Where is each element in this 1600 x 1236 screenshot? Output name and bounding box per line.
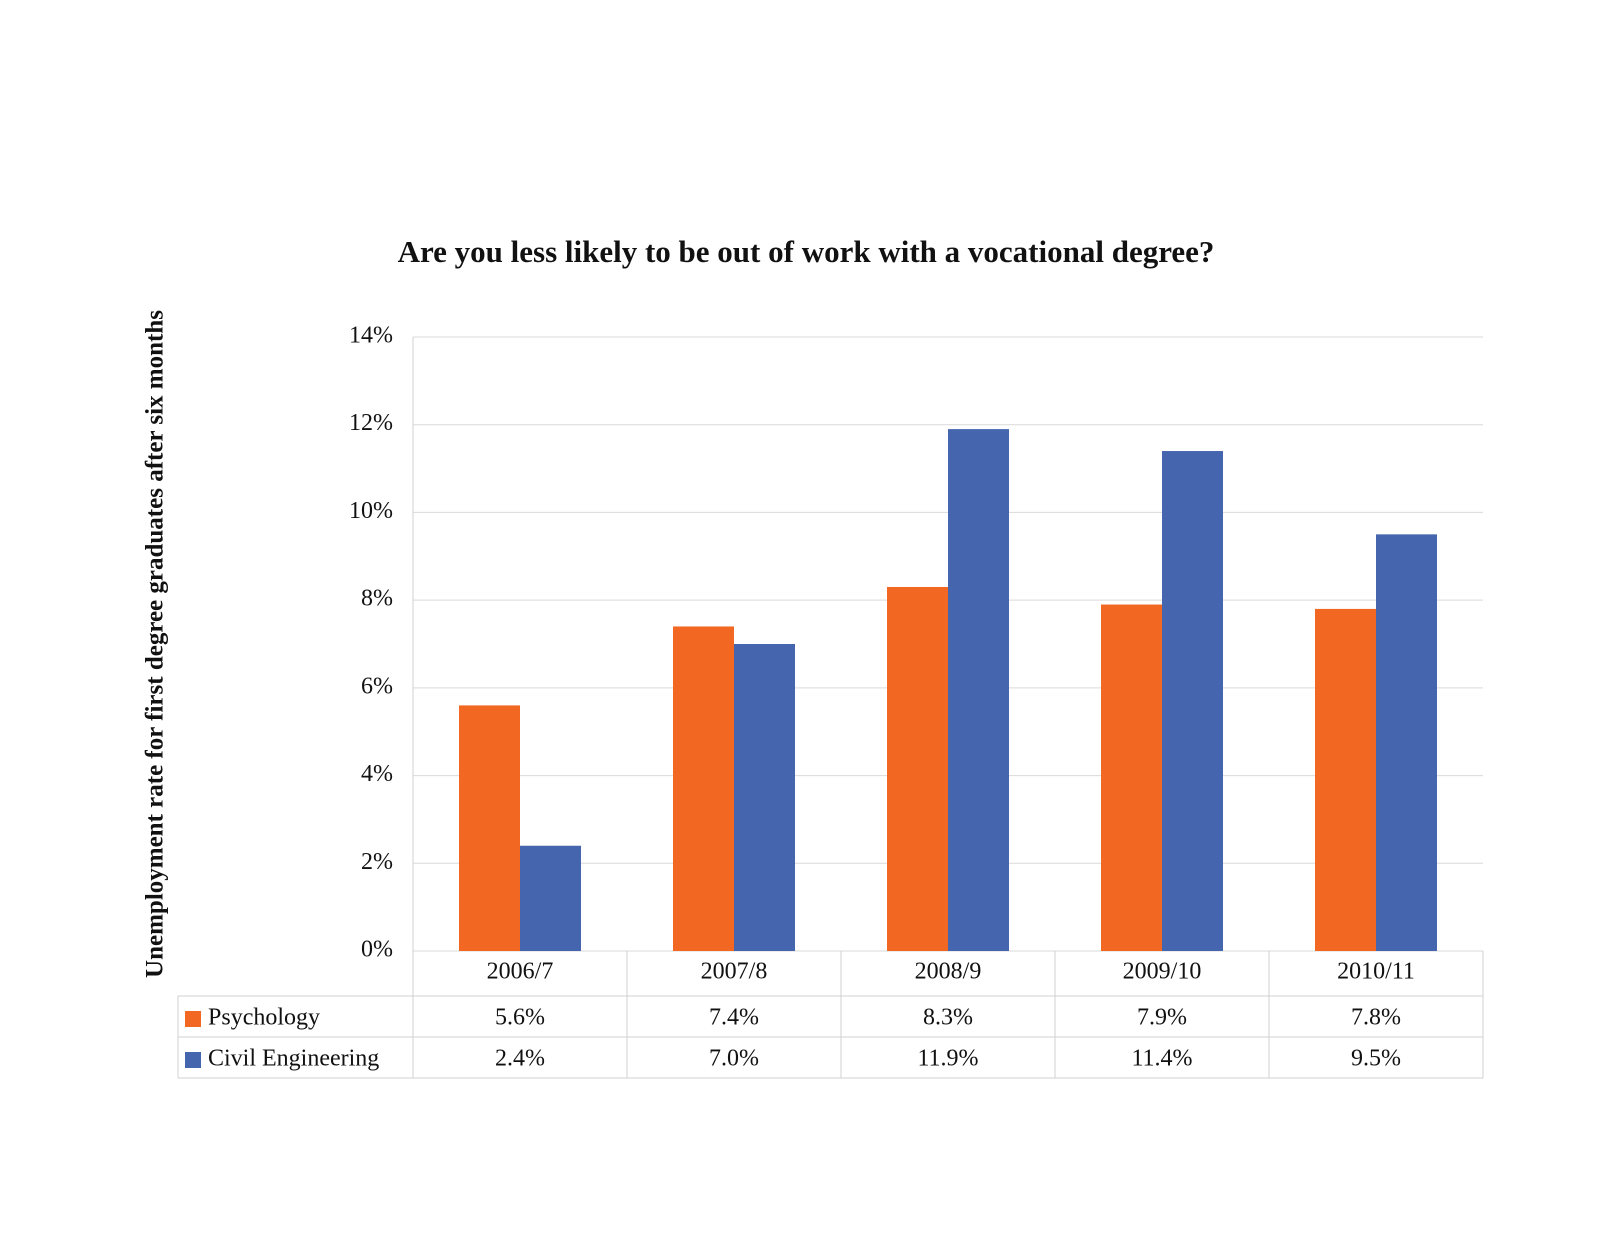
chart-title: Are you less likely to be out of work wi… [398, 234, 1215, 269]
y-tick-label: 2% [361, 849, 393, 875]
y-tick-label: 12% [349, 410, 393, 436]
table-value: 11.4% [1131, 1046, 1192, 1072]
table-value: 5.6% [495, 1005, 545, 1031]
bar [1376, 534, 1437, 951]
bar [948, 429, 1009, 952]
bar [887, 586, 948, 951]
table-value: 7.0% [709, 1046, 759, 1072]
table-value: 7.4% [709, 1005, 759, 1031]
y-tick-label: 10% [349, 498, 393, 524]
legend-swatch [185, 1011, 201, 1027]
bar [734, 644, 795, 951]
x-tick-label: 2006/7 [487, 959, 554, 985]
y-tick-label: 14% [349, 323, 393, 349]
y-tick-label: 6% [361, 673, 393, 699]
table-value: 11.9% [917, 1046, 978, 1072]
legend-label: Civil Engineering [208, 1046, 379, 1072]
y-tick-label: 8% [361, 586, 393, 612]
bar [1101, 604, 1162, 951]
bar [520, 845, 581, 951]
x-tick-label: 2008/9 [915, 959, 982, 985]
x-tick-label: 2007/8 [701, 959, 768, 985]
bar [1162, 451, 1223, 951]
x-tick-label: 2010/11 [1337, 959, 1415, 985]
table-value: 7.8% [1351, 1005, 1401, 1031]
table-value: 8.3% [923, 1005, 973, 1031]
y-tick-label: 4% [361, 761, 393, 787]
table-value: 7.9% [1137, 1005, 1187, 1031]
bar [459, 705, 520, 951]
legend-swatch [185, 1052, 201, 1068]
bar [673, 626, 734, 951]
bar [1315, 608, 1376, 951]
y-axis-label: Unemployment rate for first degree gradu… [142, 310, 169, 978]
legend-label: Psychology [208, 1005, 320, 1031]
table-value: 9.5% [1351, 1046, 1401, 1072]
table-value: 2.4% [495, 1046, 545, 1072]
y-tick-label: 0% [361, 937, 393, 963]
x-tick-label: 2009/10 [1123, 959, 1202, 985]
